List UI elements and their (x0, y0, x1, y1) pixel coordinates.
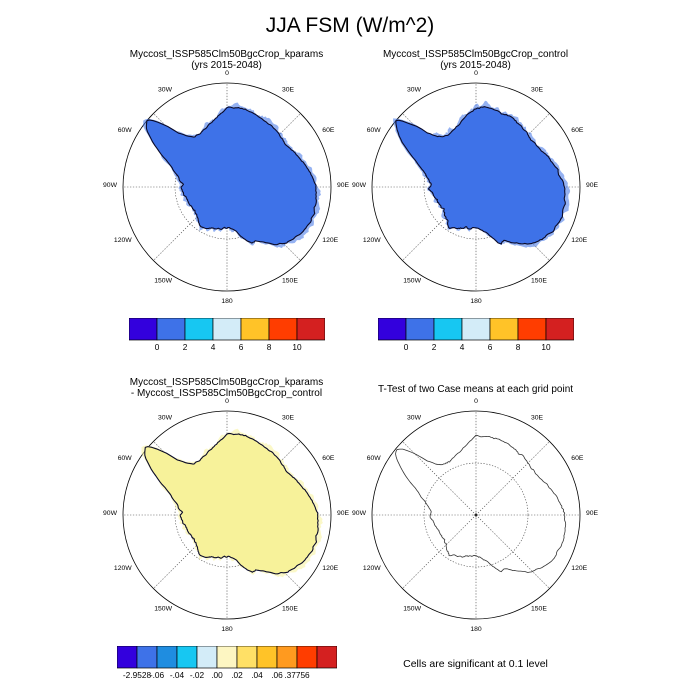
svg-text:30W: 30W (158, 415, 173, 422)
svg-text:6: 6 (487, 342, 492, 352)
svg-text:0: 0 (225, 398, 229, 405)
svg-text:-.06: -.06 (149, 670, 164, 680)
svg-text:60W: 60W (117, 455, 132, 462)
svg-text:60W: 60W (117, 127, 132, 134)
svg-text:30W: 30W (407, 87, 422, 94)
svg-text:6: 6 (238, 342, 243, 352)
svg-text:10: 10 (292, 342, 302, 352)
svg-text:30E: 30E (531, 87, 544, 94)
svg-text:.00: .00 (211, 670, 223, 680)
svg-text:120W: 120W (362, 565, 380, 572)
svg-text:90W: 90W (352, 182, 367, 189)
svg-text:150W: 150W (403, 277, 421, 284)
svg-text:90W: 90W (103, 182, 118, 189)
svg-text:90E: 90E (586, 182, 599, 189)
svg-text:-.04: -.04 (169, 670, 184, 680)
svg-text:120E: 120E (322, 565, 338, 572)
svg-text:60W: 60W (366, 455, 381, 462)
svg-text:120E: 120E (571, 237, 587, 244)
svg-text:150E: 150E (531, 277, 547, 284)
svg-text:120W: 120W (362, 237, 380, 244)
svg-text:120W: 120W (113, 565, 131, 572)
svg-text:150E: 150E (282, 605, 298, 612)
svg-text:150W: 150W (154, 277, 172, 284)
svg-text:60W: 60W (366, 127, 381, 134)
svg-text:120W: 120W (113, 237, 131, 244)
svg-text:150E: 150E (282, 277, 298, 284)
svg-text:.04: .04 (251, 670, 263, 680)
svg-text:90W: 90W (103, 510, 118, 517)
svg-text:30E: 30E (531, 415, 544, 422)
svg-text:180: 180 (470, 626, 482, 633)
svg-text:30W: 30W (158, 87, 173, 94)
svg-text:2: 2 (182, 342, 187, 352)
svg-text:.06: .06 (271, 670, 283, 680)
svg-text:30W: 30W (407, 415, 422, 422)
svg-text:60E: 60E (322, 455, 335, 462)
svg-text:180: 180 (221, 298, 233, 305)
svg-text:180: 180 (221, 626, 233, 633)
svg-text:120E: 120E (322, 237, 338, 244)
svg-text:0: 0 (154, 342, 159, 352)
svg-text:4: 4 (459, 342, 464, 352)
svg-text:60E: 60E (322, 127, 335, 134)
svg-text:60E: 60E (571, 455, 584, 462)
svg-text:.37756: .37756 (284, 670, 310, 680)
svg-text:60E: 60E (571, 127, 584, 134)
svg-text:0: 0 (474, 398, 478, 405)
svg-text:0: 0 (474, 70, 478, 77)
svg-text:150E: 150E (531, 605, 547, 612)
svg-text:2: 2 (431, 342, 436, 352)
svg-text:8: 8 (515, 342, 520, 352)
svg-text:-.02: -.02 (189, 670, 204, 680)
svg-text:-2.9528: -2.9528 (122, 670, 151, 680)
svg-text:.02: .02 (231, 670, 243, 680)
svg-text:30E: 30E (282, 87, 295, 94)
svg-text:120E: 120E (571, 565, 587, 572)
svg-text:0: 0 (225, 70, 229, 77)
svg-text:0: 0 (403, 342, 408, 352)
svg-text:30E: 30E (282, 415, 295, 422)
svg-text:150W: 150W (403, 605, 421, 612)
svg-text:150W: 150W (154, 605, 172, 612)
svg-text:90E: 90E (586, 510, 599, 517)
svg-text:10: 10 (541, 342, 551, 352)
svg-text:8: 8 (266, 342, 271, 352)
svg-text:90W: 90W (352, 510, 367, 517)
svg-text:180: 180 (470, 298, 482, 305)
svg-text:4: 4 (210, 342, 215, 352)
